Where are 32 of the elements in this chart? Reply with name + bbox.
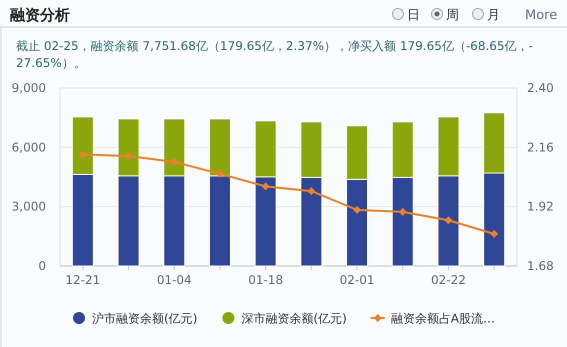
- y2-tick-label: 1.68: [527, 259, 554, 273]
- y-tick-label: 9,000: [12, 81, 46, 95]
- y2-tick-label: 2.40: [527, 81, 554, 95]
- point: [444, 216, 452, 224]
- legend-label: 沪市融资余额(亿元): [92, 312, 198, 326]
- y-tick-label: 0: [38, 259, 46, 273]
- chart-title: 融资分析: [10, 6, 70, 24]
- text: 日: [407, 8, 420, 23]
- text: 周: [446, 8, 459, 23]
- x-tick-label: 01-04: [156, 273, 192, 287]
- point: [170, 158, 178, 166]
- y2-tick-label: 2.16: [527, 140, 554, 154]
- point: [398, 208, 407, 216]
- legend-label: 融资余额占A股流…: [390, 312, 495, 326]
- x-tick-label: 01-18: [248, 273, 284, 287]
- x-tick-label: 02-01: [340, 273, 374, 287]
- point: [490, 230, 498, 238]
- y2-tick-label: 1.92: [527, 200, 554, 214]
- text: 月: [487, 8, 500, 23]
- point: [216, 170, 224, 178]
- chart-subtitle: 截止 02-25，融资余额 7,751.68亿（179.65亿，2.37%），净买入额 179.65亿（-68.65亿，-27.65%）。: [16, 39, 533, 70]
- legend-label: 深市融资余额(亿元): [241, 312, 347, 326]
- y-tick-label: 3,000: [12, 200, 46, 214]
- x-tick-label: 12-21: [65, 273, 100, 287]
- point: [353, 206, 362, 214]
- point: [262, 182, 270, 190]
- text: More: [525, 8, 558, 23]
- x-tick-label: 02-22: [431, 273, 466, 287]
- point: [124, 152, 133, 160]
- point: [307, 187, 316, 196]
- y-tick-label: 6,000: [12, 140, 46, 154]
- point: [78, 150, 87, 159]
